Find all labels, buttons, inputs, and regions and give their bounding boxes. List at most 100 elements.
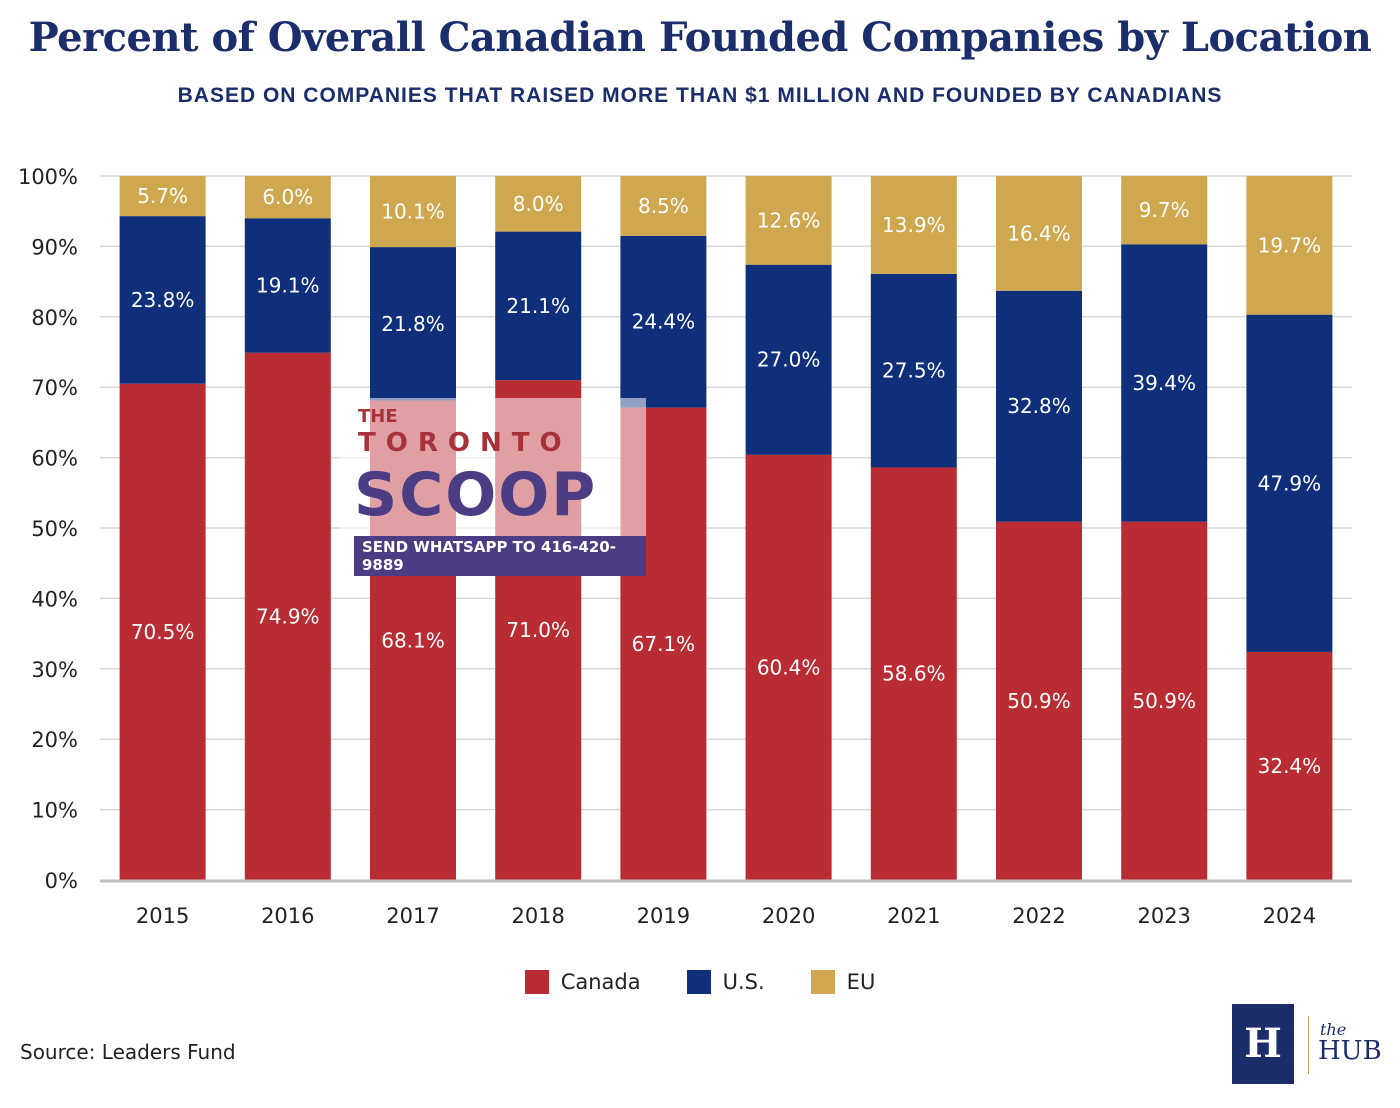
data-label: 8.5% bbox=[638, 194, 689, 218]
data-label: 67.1% bbox=[632, 632, 696, 656]
x-tick-label: 2019 bbox=[637, 904, 690, 928]
x-tick-label: 2022 bbox=[1012, 904, 1065, 928]
x-tick-label: 2016 bbox=[261, 904, 314, 928]
legend-item-us: U.S. bbox=[686, 970, 765, 994]
data-label: 47.9% bbox=[1258, 471, 1322, 495]
bar-us-2024 bbox=[1246, 314, 1333, 652]
data-label: 9.7% bbox=[1139, 198, 1190, 222]
bar-canada-2020 bbox=[745, 454, 832, 880]
y-tick-label: 60% bbox=[31, 447, 78, 471]
legend-label-us: U.S. bbox=[722, 970, 765, 994]
x-tick-label: 2024 bbox=[1263, 904, 1316, 928]
bar-canada-2021 bbox=[870, 467, 957, 880]
legend-swatch-eu bbox=[810, 970, 835, 994]
toronto-scoop-watermark: THE TORONTO SCOOP SEND WHATSAPP TO 416-4… bbox=[340, 398, 646, 576]
hub-logo-mark: H bbox=[1232, 1004, 1294, 1084]
data-label: 19.7% bbox=[1258, 233, 1322, 257]
hub-logo-hub: HUB bbox=[1318, 1036, 1382, 1066]
data-label: 21.1% bbox=[506, 294, 570, 318]
legend-swatch-canada bbox=[524, 970, 549, 994]
legend-label-eu: EU bbox=[846, 970, 876, 994]
bar-us-2019 bbox=[620, 235, 707, 408]
stacked-bar-chart: 0% 10% 20% 30% 40% 50% 60% 70% 80% 90% 100% 70.5% 23… bbox=[18, 165, 1352, 928]
data-label: 70.5% bbox=[131, 620, 195, 644]
data-label: 27.5% bbox=[882, 359, 946, 383]
data-label: 74.9% bbox=[256, 604, 320, 628]
data-label: 39.4% bbox=[1132, 371, 1196, 395]
watermark-ribbon: SEND WHATSAPP TO 416-420-9889 bbox=[354, 536, 646, 576]
bar-canada-2024 bbox=[1246, 651, 1333, 880]
bar-canada-2022 bbox=[996, 521, 1082, 880]
y-tick-label: 20% bbox=[31, 728, 78, 752]
watermark-the: THE bbox=[358, 406, 398, 427]
data-label: 50.9% bbox=[1007, 689, 1071, 713]
source-note: Source: Leaders Fund bbox=[20, 1040, 236, 1064]
legend-item-eu: EU bbox=[810, 970, 876, 994]
bar-canada-2023 bbox=[1121, 521, 1208, 880]
bar-us-2015 bbox=[119, 216, 206, 384]
logo-divider bbox=[1308, 1016, 1309, 1074]
y-tick-label: 0% bbox=[45, 869, 78, 893]
x-tick-label: 2017 bbox=[386, 904, 439, 928]
data-label: 58.6% bbox=[882, 662, 946, 686]
y-tick-label: 80% bbox=[31, 306, 78, 330]
data-label: 8.0% bbox=[513, 192, 564, 216]
bar-us-2023 bbox=[1121, 244, 1208, 522]
bar-eu-2018 bbox=[495, 176, 582, 232]
bar-canada-2016 bbox=[244, 352, 331, 881]
legend-label-canada: Canada bbox=[560, 970, 641, 994]
bar-us-2020 bbox=[745, 264, 832, 455]
data-label: 50.9% bbox=[1132, 689, 1196, 713]
data-label: 21.8% bbox=[381, 312, 445, 336]
bar-eu-2020 bbox=[745, 176, 832, 265]
y-tick-label: 30% bbox=[31, 658, 78, 682]
hub-logo-the: the bbox=[1320, 1020, 1347, 1039]
bar-canada-2015 bbox=[119, 383, 206, 880]
x-tick-label: 2020 bbox=[762, 904, 815, 928]
bar-eu-2015 bbox=[119, 176, 206, 217]
bar-us-2018 bbox=[495, 231, 582, 381]
watermark-scoop: SCOOP bbox=[354, 460, 598, 530]
legend-swatch-us bbox=[686, 970, 711, 994]
data-label: 5.7% bbox=[137, 184, 188, 208]
data-label: 12.6% bbox=[757, 208, 821, 232]
x-tick-label: 2018 bbox=[511, 904, 564, 928]
the-hub-logo: H the HUB bbox=[1232, 1004, 1382, 1084]
y-tick-label: 10% bbox=[31, 799, 78, 823]
bar-eu-2022 bbox=[996, 176, 1082, 291]
chart-title: Percent of Overall Canadian Founded Comp… bbox=[28, 14, 1372, 61]
data-label: 16.4% bbox=[1007, 221, 1071, 245]
bar-eu-2019 bbox=[620, 176, 707, 236]
bar-eu-2017 bbox=[370, 176, 456, 248]
bar-us-2021 bbox=[870, 273, 957, 468]
x-tick-label: 2023 bbox=[1137, 904, 1190, 928]
chart-legend: Canada U.S. EU bbox=[0, 970, 1400, 994]
data-label: 24.4% bbox=[632, 310, 696, 334]
data-label: 71.0% bbox=[506, 618, 570, 642]
data-label: 32.4% bbox=[1258, 754, 1322, 778]
data-label: 6.0% bbox=[262, 185, 313, 209]
data-label: 60.4% bbox=[757, 655, 821, 679]
y-tick-label: 90% bbox=[31, 235, 78, 259]
data-label: 13.9% bbox=[882, 213, 946, 237]
y-tick-label: 50% bbox=[31, 517, 78, 541]
watermark-toronto: TORONTO bbox=[358, 428, 572, 458]
y-tick-label: 100% bbox=[18, 165, 78, 189]
x-tick-label: 2015 bbox=[136, 904, 189, 928]
bar-eu-2016 bbox=[244, 176, 331, 219]
y-tick-label: 40% bbox=[31, 587, 78, 611]
y-tick-label: 70% bbox=[31, 376, 78, 400]
data-label: 32.8% bbox=[1007, 394, 1071, 418]
bar-eu-2024 bbox=[1246, 176, 1333, 315]
x-tick-label: 2021 bbox=[887, 904, 940, 928]
data-label: 23.8% bbox=[131, 288, 195, 312]
bar-us-2016 bbox=[244, 218, 331, 353]
data-label: 27.0% bbox=[757, 348, 821, 372]
bar-eu-2023 bbox=[1121, 176, 1208, 245]
bar-us-2017 bbox=[370, 247, 456, 401]
chart-subtitle: BASED ON COMPANIES THAT RAISED MORE THAN… bbox=[177, 84, 1223, 107]
data-label: 19.1% bbox=[256, 273, 320, 297]
bar-us-2022 bbox=[996, 290, 1082, 522]
data-label: 68.1% bbox=[381, 628, 445, 652]
data-label: 10.1% bbox=[381, 200, 445, 224]
